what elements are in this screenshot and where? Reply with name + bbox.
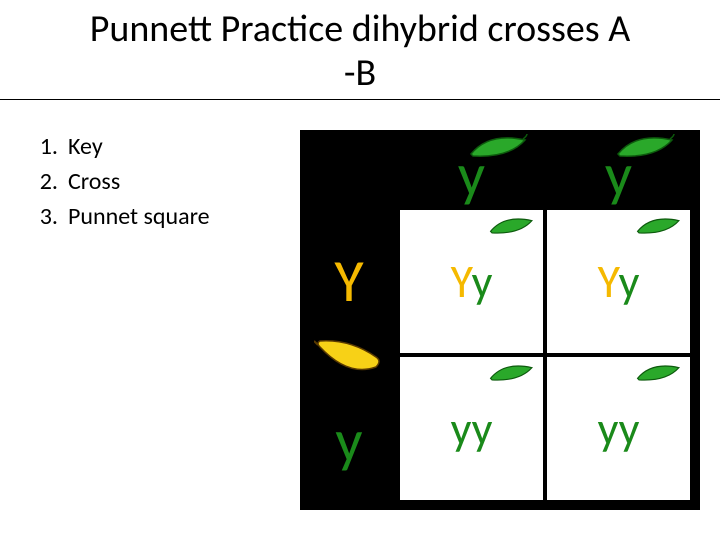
genotype: Yy	[598, 254, 640, 310]
punnett-cell: yy	[545, 355, 692, 502]
punnett-cell: Yy	[545, 208, 692, 355]
row-headers: Y y	[300, 208, 398, 502]
col-header: y	[545, 130, 692, 208]
list-num: 2.	[28, 165, 58, 200]
allele: y	[619, 254, 640, 310]
list-label: Key	[68, 130, 103, 165]
punnett-grid: Yy Yy yy yy	[398, 208, 692, 502]
allele: y	[472, 401, 493, 457]
genotype: yy	[598, 401, 640, 457]
steps-list: 1. Key 2. Cross 3. Punnet square	[28, 130, 210, 234]
list-item: 2. Cross	[28, 165, 210, 200]
punnett-square: y y Y y Yy	[300, 130, 700, 510]
row-header: Y	[300, 208, 398, 355]
allele-label: y	[335, 412, 362, 472]
allele: y	[619, 401, 640, 457]
allele: Y	[598, 254, 619, 310]
pea-pod-icon	[489, 363, 535, 383]
list-item: 1. Key	[28, 130, 210, 165]
allele: y	[598, 401, 619, 457]
pea-pod-icon	[489, 216, 535, 236]
pea-pod-icon	[636, 363, 682, 383]
pea-pod-icon	[636, 216, 682, 236]
row-header: y	[300, 355, 398, 502]
genotype: yy	[451, 401, 493, 457]
allele: y	[451, 401, 472, 457]
allele-label: Y	[334, 252, 363, 312]
list-num: 3.	[28, 200, 58, 235]
list-item: 3. Punnet square	[28, 200, 210, 235]
genotype: Yy	[451, 254, 493, 310]
allele: y	[472, 254, 493, 310]
page-title: Punnett Practice dihybrid crosses A -B	[0, 8, 720, 95]
allele: Y	[451, 254, 472, 310]
title-block: Punnett Practice dihybrid crosses A -B	[0, 8, 720, 100]
allele-label: y	[605, 146, 632, 206]
list-num: 1.	[28, 130, 58, 165]
punnett-cell: yy	[398, 355, 545, 502]
list-label: Punnet square	[68, 200, 210, 235]
allele-label: y	[458, 146, 485, 206]
punnett-cell: Yy	[398, 208, 545, 355]
title-line-1: Punnett Practice dihybrid crosses A	[90, 6, 630, 52]
title-line-2: -B	[344, 50, 376, 96]
col-headers: y y	[398, 130, 692, 208]
list-label: Cross	[68, 165, 120, 200]
col-header: y	[398, 130, 545, 208]
